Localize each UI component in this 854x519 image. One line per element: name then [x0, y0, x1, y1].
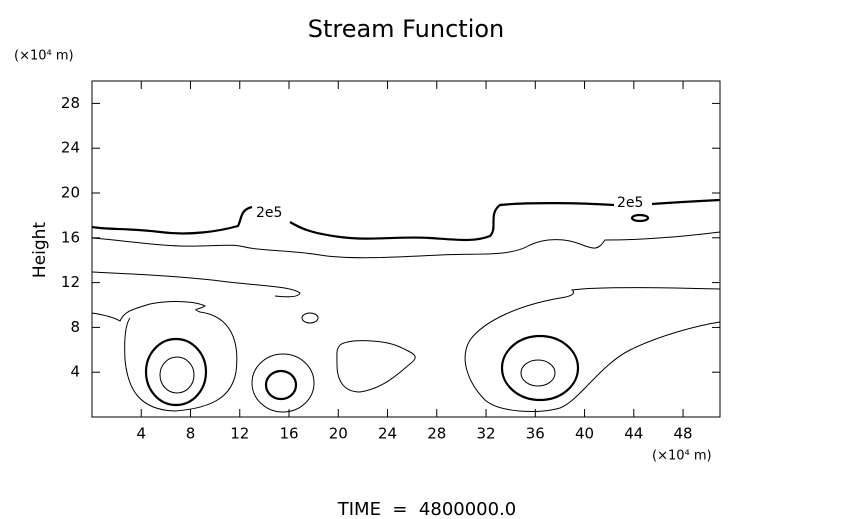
y-tick-label: 4 — [70, 363, 80, 381]
x-tick-label: 40 — [575, 425, 594, 443]
y-unit: (×10⁴ m) — [14, 49, 74, 64]
contour-line — [289, 202, 615, 242]
y-tick-label: 24 — [61, 139, 80, 157]
contour-line — [91, 205, 253, 235]
x-tick-label: 20 — [329, 425, 348, 443]
x-tick-label: 28 — [427, 425, 446, 443]
contour-line — [336, 340, 416, 393]
y-tick-label: 20 — [61, 184, 80, 202]
contour-label: 2e5 — [617, 195, 643, 211]
contour-line — [264, 369, 298, 401]
contour-line — [520, 359, 556, 387]
x-unit: (×10⁴ m) — [652, 449, 712, 464]
contour-line — [144, 337, 208, 407]
x-tick-label: 32 — [476, 425, 495, 443]
contour-line — [301, 312, 319, 324]
plot-frame — [91, 80, 721, 418]
contours — [91, 198, 721, 413]
x-tick-label: 36 — [526, 425, 545, 443]
x-tick-label: 24 — [378, 425, 397, 443]
footer: TIME = 4800000.0 — [337, 499, 517, 519]
contour-line — [91, 301, 238, 412]
contour-line — [91, 231, 721, 259]
x-tick-label: 4 — [136, 425, 146, 443]
x-tick-label: 48 — [674, 425, 693, 443]
contour-label: 2e5 — [256, 205, 282, 221]
x-tick-label: 12 — [230, 425, 249, 443]
contour-line — [159, 356, 195, 394]
y-tick-label: 8 — [70, 318, 80, 336]
y-tick-label: 12 — [61, 273, 80, 291]
y-tick-label: 28 — [61, 94, 80, 112]
x-tick-label: 44 — [624, 425, 643, 443]
contour-line — [630, 213, 650, 223]
contour-line — [500, 334, 580, 402]
y-tick-label: 16 — [61, 228, 80, 246]
x-tick-label: 8 — [186, 425, 196, 443]
y-axis-label: Height — [30, 222, 50, 279]
contour-line — [91, 271, 301, 298]
contour-line — [651, 198, 721, 206]
chart-title: Stream Function — [308, 15, 505, 43]
contour-line — [251, 353, 315, 413]
x-tick-label: 16 — [279, 425, 298, 443]
contour-line — [464, 287, 721, 412]
